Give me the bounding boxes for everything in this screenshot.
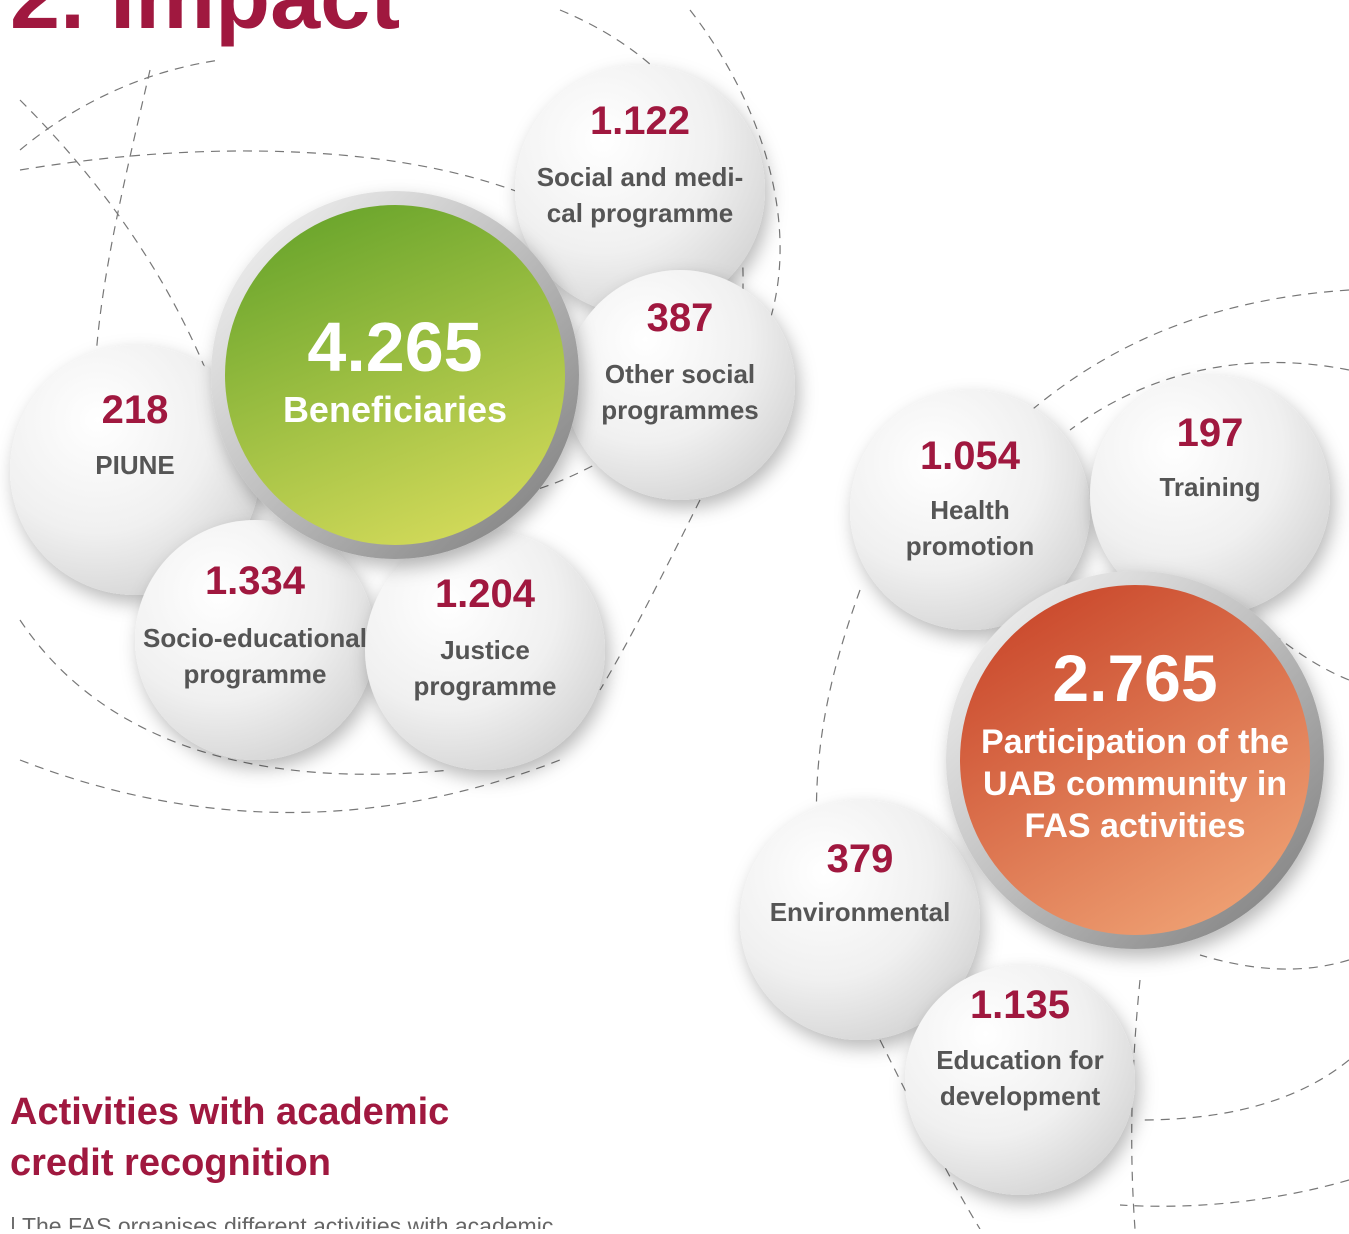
section-heading: credit recognition xyxy=(10,1142,331,1184)
stat-value: 218 xyxy=(102,388,169,432)
stat-label: Other social xyxy=(605,359,755,389)
stat-circle xyxy=(1090,375,1330,615)
stat-circle xyxy=(135,520,375,760)
stat-value: 387 xyxy=(647,296,714,340)
total-label: Participation of the xyxy=(981,723,1289,761)
stat-label: Environmental xyxy=(770,897,951,927)
total-value: 2.765 xyxy=(1052,641,1217,715)
stat-label: Social and medi- xyxy=(537,162,744,192)
total-label: Beneficiaries xyxy=(283,389,507,430)
stat-circle xyxy=(740,800,980,1040)
stat-label: promotion xyxy=(906,531,1035,561)
page-title: 2. Impact xyxy=(10,0,400,48)
stat-circle xyxy=(850,390,1090,630)
stat-circle xyxy=(365,530,605,770)
circles: 1.122 Social and medi-cal programme 387 Oth… xyxy=(10,65,1330,1195)
stat-circle xyxy=(10,345,260,595)
stat-value: 1.122 xyxy=(590,99,690,143)
total-label: FAS activities xyxy=(1024,807,1245,845)
total-label: UAB community in xyxy=(983,765,1287,803)
stat-label: programme xyxy=(183,659,326,689)
stat-circle xyxy=(565,270,795,500)
stat-label: cal programme xyxy=(547,198,733,228)
total-circle xyxy=(960,585,1310,935)
stat-label: programme xyxy=(413,671,556,701)
stat-value: 1.054 xyxy=(920,434,1021,478)
stat-value: 379 xyxy=(827,837,894,881)
stat-label: Health xyxy=(930,495,1009,525)
stat-circle xyxy=(515,65,765,315)
stat-circle xyxy=(905,965,1135,1195)
stat-label: development xyxy=(940,1081,1101,1111)
stat-label: Training xyxy=(1159,472,1260,502)
total-value: 4.265 xyxy=(307,308,482,386)
stat-value: 1.334 xyxy=(205,559,306,603)
stat-label: Socio-educational xyxy=(143,623,367,653)
stat-value: 1.135 xyxy=(970,983,1070,1027)
stat-label: Education for xyxy=(936,1045,1104,1075)
total-circle xyxy=(225,205,565,545)
stat-label: PIUNE xyxy=(95,450,174,480)
section-heading: Activities with academic xyxy=(10,1091,449,1133)
stat-label: Justice xyxy=(440,635,530,665)
stat-value: 1.204 xyxy=(435,572,536,616)
stat-value: 197 xyxy=(1177,411,1244,455)
stat-label: programmes xyxy=(601,395,759,425)
section-body: | The FAS organises different activities… xyxy=(10,1213,553,1229)
